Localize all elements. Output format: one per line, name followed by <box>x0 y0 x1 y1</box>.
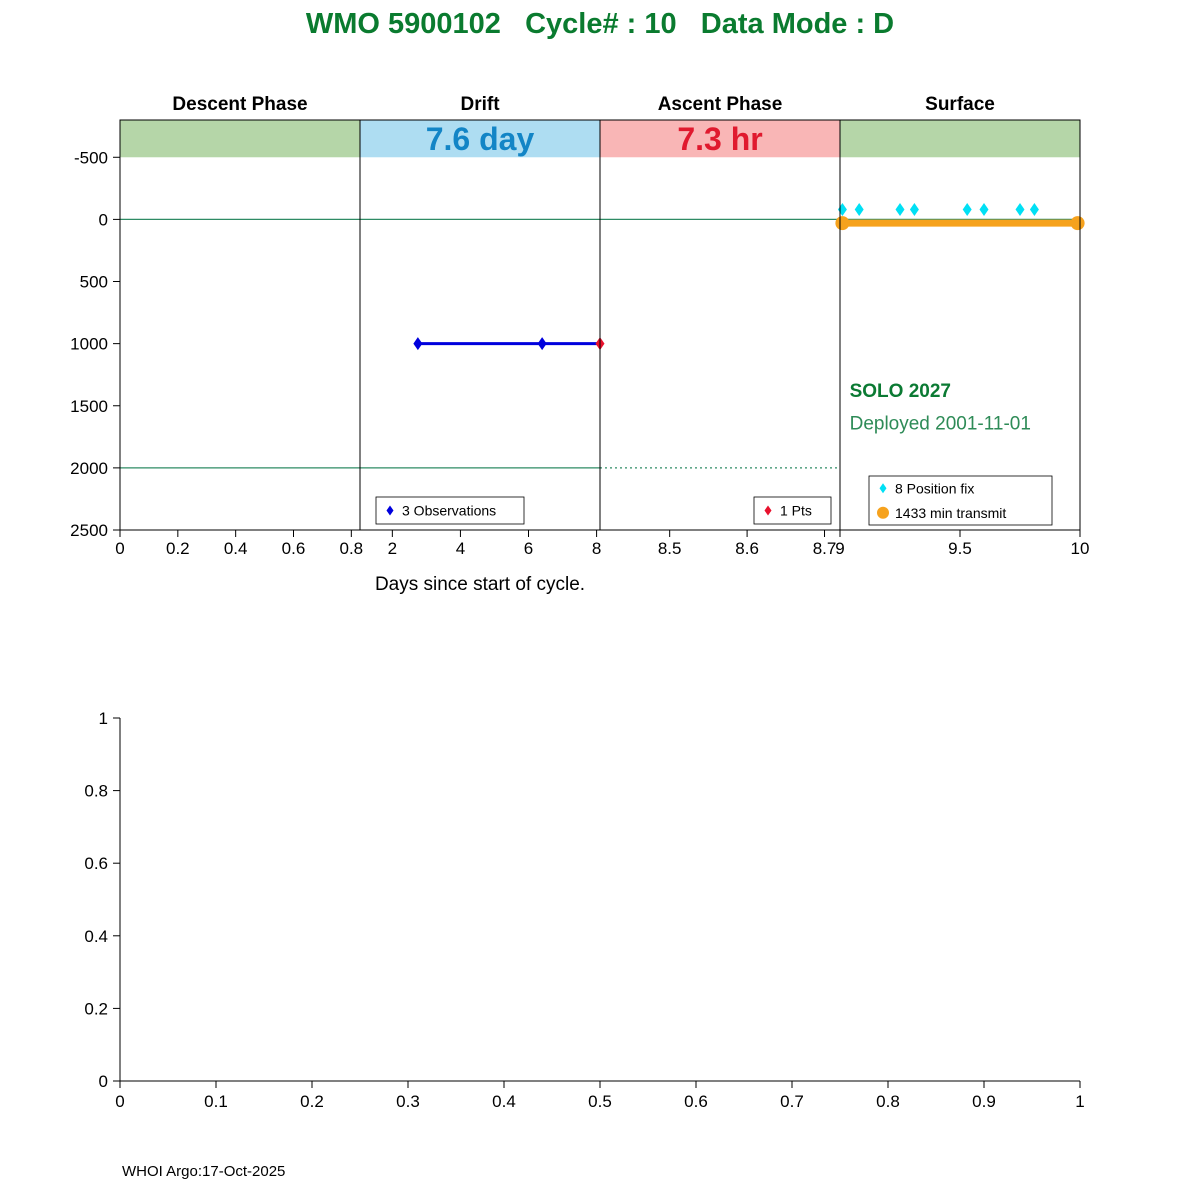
position-fixes-marker <box>854 202 864 216</box>
x-tick-label: 0 <box>115 1092 124 1111</box>
position-fixes-marker <box>895 202 905 216</box>
empty-axes-chart: 0 0.1 0.2 0.3 0.4 0.5 0.6 0.7 0.8 0.9 1 0 0.2 0.4 0.6 0… <box>84 709 1084 1111</box>
position-fixes-marker <box>1029 202 1039 216</box>
x-tick-label: 0.5 <box>588 1092 612 1111</box>
position-fixes-marker <box>837 202 847 216</box>
x-tick-label: 9.5 <box>948 539 972 558</box>
legend-diamond-marker <box>764 505 772 516</box>
position-fixes-marker <box>962 202 972 216</box>
y-tick-label: 0 <box>99 1072 108 1091</box>
x-tick-label: 0.2 <box>300 1092 324 1111</box>
y-tick-label: -500 <box>74 148 108 167</box>
y-tick-label: 0.8 <box>84 782 108 801</box>
y-tick-label: 1000 <box>70 335 108 354</box>
panel-header: Ascent Phase <box>658 94 783 115</box>
phase-band <box>600 120 840 158</box>
x-tick-label: 1 <box>1075 1092 1084 1111</box>
y-tick-label: 2000 <box>70 459 108 478</box>
x-tick-label: 2 <box>388 539 397 558</box>
drift-observations-marker <box>537 337 547 351</box>
annotation: Deployed 2001-11-01 <box>850 413 1031 434</box>
figure-title: WMO 5900102 Cycle# : 10 Data Mode : D <box>305 8 895 40</box>
legend-box <box>868 475 1053 526</box>
legend-label: 1433 min transmit <box>895 505 1006 521</box>
x-tick-label: 0.4 <box>492 1092 516 1111</box>
x-tick-label: 0.6 <box>282 539 306 558</box>
x-tick-label: 0 <box>115 539 124 558</box>
legend-label: 3 Observations <box>402 503 496 519</box>
legend-box <box>375 496 525 525</box>
position-fixes-marker <box>979 202 989 216</box>
x-tick-label: 0.3 <box>396 1092 420 1111</box>
panel-border <box>839 119 1081 531</box>
x-tick-label: 0.7 <box>780 1092 804 1111</box>
y-tick-label: 1500 <box>70 397 108 416</box>
surface-transmit-marker <box>835 216 850 231</box>
legend-diamond-marker <box>879 483 887 494</box>
x-tick-label: 9 <box>835 539 844 558</box>
legend-label: 8 Position fix <box>895 480 974 496</box>
cycle-phase-chart: -500 0 500 1000 1500 2000 2500 0 0.2 0.4 0.6 0.8 Des… <box>70 94 1090 595</box>
position-fixes-marker <box>1015 202 1025 216</box>
phase-band <box>360 120 600 158</box>
x-tick-label: 10 <box>1071 539 1090 558</box>
x-tick-label: 0.8 <box>876 1092 900 1111</box>
y-tick-label: 0.6 <box>84 854 108 873</box>
surface-transmit-marker <box>1070 216 1085 231</box>
x-tick-label: 0.4 <box>224 539 248 558</box>
y-tick-label: 0.4 <box>84 927 108 946</box>
panel-header: Drift <box>460 94 500 115</box>
x-tick-label: 0.2 <box>166 539 190 558</box>
drift-observations-marker <box>413 337 423 351</box>
x-tick-label: 0.1 <box>204 1092 228 1111</box>
band-duration-label: 7.3 hr <box>677 121 762 157</box>
position-fixes-marker <box>909 202 919 216</box>
x-tick-label: 6 <box>524 539 533 558</box>
panel-header: Descent Phase <box>172 94 307 115</box>
x-tick-label: 8.7 <box>813 539 837 558</box>
x-tick-label: 8 <box>592 539 601 558</box>
x-tick-label: 0.9 <box>972 1092 996 1111</box>
footer-stamp: WHOI Argo:17-Oct-2025 <box>122 1163 286 1180</box>
phase-band <box>840 120 1080 158</box>
annotation: SOLO 2027 <box>850 381 951 402</box>
phase-band <box>120 120 360 158</box>
x-tick-label: 8.6 <box>735 539 759 558</box>
x-tick-label: 4 <box>456 539 465 558</box>
y-tick-label: 0 <box>99 210 108 229</box>
x-tick-label: 0.8 <box>340 539 364 558</box>
x-tick-label: 0.6 <box>684 1092 708 1111</box>
legend-label: 1 Pts <box>780 503 812 519</box>
band-duration-label: 7.6 day <box>426 121 535 157</box>
y-tick-label: 0.2 <box>84 999 108 1018</box>
x-tick-label: 8.5 <box>658 539 682 558</box>
y-tick-label: 2500 <box>70 521 108 540</box>
y-tick-label: 500 <box>80 273 108 292</box>
x-axis-label: Days since start of cycle. <box>375 574 585 595</box>
legend-diamond-marker <box>386 505 394 516</box>
panel-header: Surface <box>925 94 995 115</box>
y-tick-label: 1 <box>99 709 108 728</box>
legend-circle-marker <box>877 506 889 519</box>
